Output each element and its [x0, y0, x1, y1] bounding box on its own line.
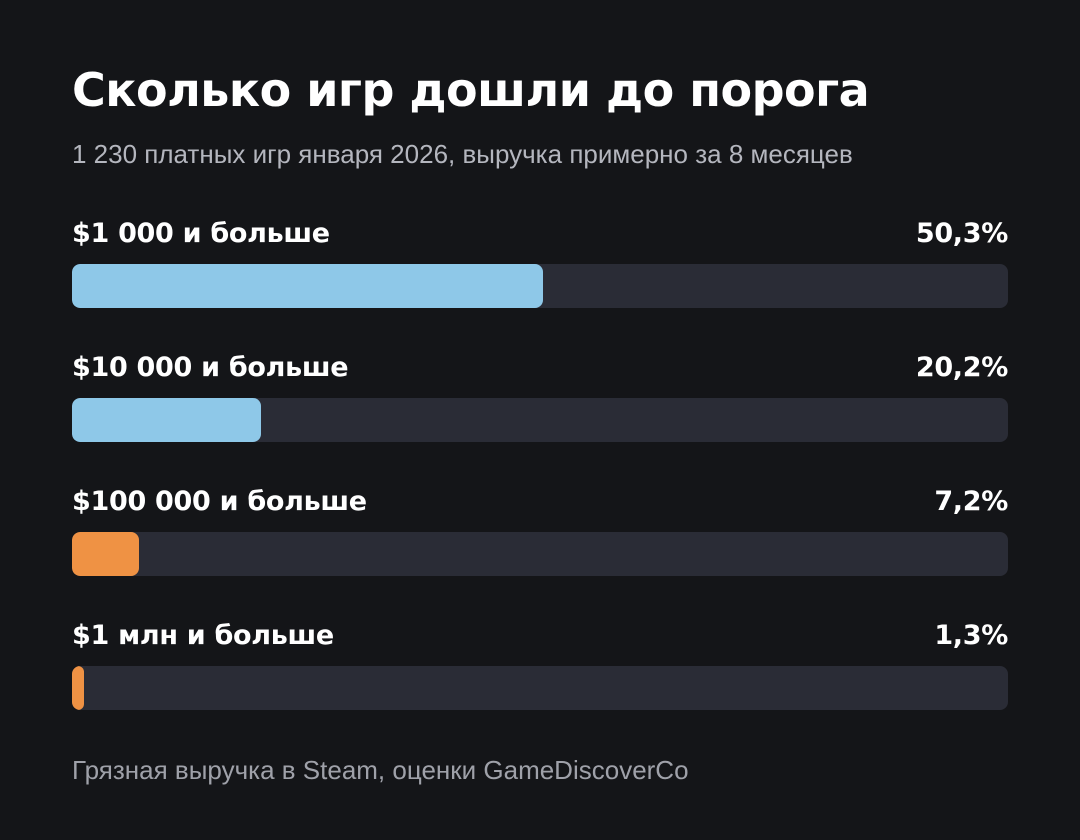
bar-row-header: $1 млн и больше 1,3% — [72, 614, 1008, 658]
bar-row: $1 000 и больше 50,3% — [72, 212, 1008, 346]
chart-subtitle: 1 230 платных игр января 2026, выручка п… — [72, 139, 853, 169]
bar-row-header: $10 000 и больше 20,2% — [72, 346, 1008, 390]
bar-row: $100 000 и больше 7,2% — [72, 480, 1008, 614]
bar-fill — [72, 398, 261, 442]
bar-label: $100 000 и больше — [72, 486, 367, 517]
bar-fill — [72, 532, 139, 576]
bar-track — [72, 264, 1008, 308]
bar-fill — [72, 666, 84, 710]
bar-track — [72, 398, 1008, 442]
bar-track — [72, 666, 1008, 710]
bar-value-label: 1,3% — [934, 620, 1008, 651]
bar-value-label: 50,3% — [915, 218, 1008, 249]
bar-row: $1 млн и больше 1,3% — [72, 614, 1008, 748]
source-footnote: Грязная выручка в Steam, оценки GameDisc… — [72, 755, 689, 785]
bar-track — [72, 532, 1008, 576]
bar-label: $1 000 и больше — [72, 218, 330, 249]
bar-list: $1 000 и больше 50,3% $10 000 и больше 2… — [72, 212, 1008, 748]
bar-row: $10 000 и больше 20,2% — [72, 346, 1008, 480]
bar-row-header: $1 000 и больше 50,3% — [72, 212, 1008, 256]
bar-value-label: 20,2% — [915, 352, 1008, 383]
bar-label: $10 000 и больше — [72, 352, 349, 383]
bar-label: $1 млн и больше — [72, 620, 334, 651]
bar-value-label: 7,2% — [934, 486, 1008, 517]
bar-fill — [72, 264, 543, 308]
bar-row-header: $100 000 и больше 7,2% — [72, 480, 1008, 524]
chart-title: Сколько игр дошли до порога — [72, 63, 870, 117]
